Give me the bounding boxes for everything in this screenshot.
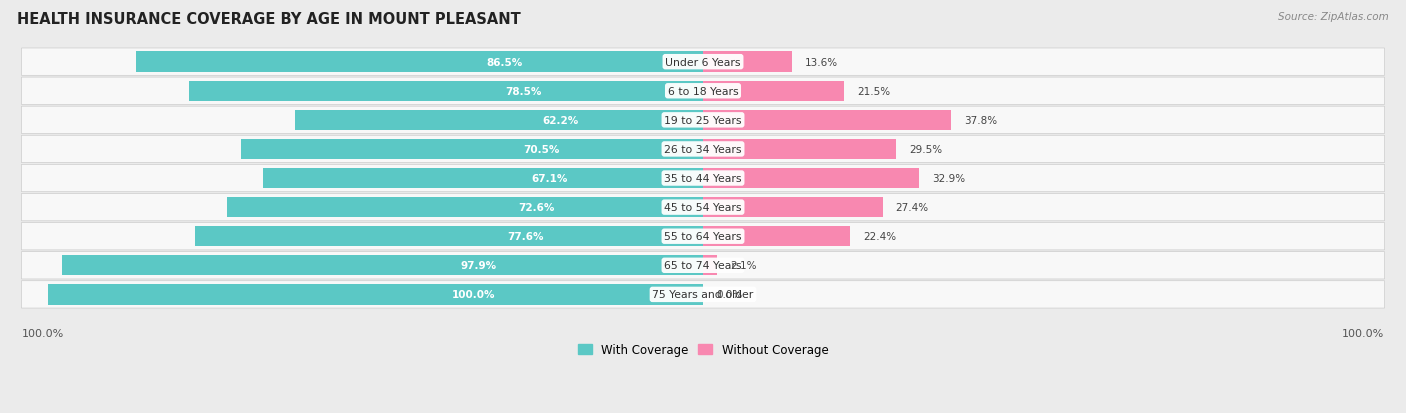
Text: 72.6%: 72.6%	[519, 203, 555, 213]
Text: Source: ZipAtlas.com: Source: ZipAtlas.com	[1278, 12, 1389, 22]
Bar	[194, 226, 703, 247]
Text: HEALTH INSURANCE COVERAGE BY AGE IN MOUNT PLEASANT: HEALTH INSURANCE COVERAGE BY AGE IN MOUN…	[17, 12, 520, 27]
Bar	[703, 140, 896, 160]
Text: 32.9%: 32.9%	[932, 173, 965, 184]
Text: 35 to 44 Years: 35 to 44 Years	[664, 173, 742, 184]
Text: 13.6%: 13.6%	[806, 57, 838, 67]
Text: 100.0%: 100.0%	[21, 328, 63, 338]
Bar	[703, 197, 883, 218]
Bar	[188, 81, 703, 102]
FancyBboxPatch shape	[21, 165, 1385, 192]
Text: Under 6 Years: Under 6 Years	[665, 57, 741, 67]
Text: 22.4%: 22.4%	[863, 232, 896, 242]
Text: 70.5%: 70.5%	[523, 145, 560, 154]
Text: 55 to 64 Years: 55 to 64 Years	[664, 232, 742, 242]
Text: 75 Years and older: 75 Years and older	[652, 290, 754, 300]
Bar	[48, 285, 703, 305]
Bar	[295, 110, 703, 131]
Bar	[703, 81, 844, 102]
Text: 100.0%: 100.0%	[451, 290, 495, 300]
Text: 2.1%: 2.1%	[730, 261, 756, 271]
FancyBboxPatch shape	[21, 49, 1385, 76]
FancyBboxPatch shape	[21, 194, 1385, 221]
Text: 65 to 74 Years: 65 to 74 Years	[664, 261, 742, 271]
Bar	[228, 197, 703, 218]
Text: 37.8%: 37.8%	[963, 116, 997, 126]
FancyBboxPatch shape	[21, 107, 1385, 134]
Text: 45 to 54 Years: 45 to 54 Years	[664, 203, 742, 213]
Bar	[263, 169, 703, 189]
Bar	[703, 110, 950, 131]
Bar	[703, 169, 918, 189]
Bar	[703, 256, 717, 276]
Text: 27.4%: 27.4%	[896, 203, 929, 213]
Text: 0.0%: 0.0%	[716, 290, 742, 300]
FancyBboxPatch shape	[21, 223, 1385, 250]
Bar	[62, 256, 703, 276]
Text: 62.2%: 62.2%	[543, 116, 578, 126]
FancyBboxPatch shape	[21, 252, 1385, 279]
Text: 100.0%: 100.0%	[1343, 328, 1385, 338]
FancyBboxPatch shape	[21, 136, 1385, 163]
Text: 29.5%: 29.5%	[910, 145, 942, 154]
Bar	[136, 52, 703, 73]
Text: 67.1%: 67.1%	[531, 173, 567, 184]
Text: 6 to 18 Years: 6 to 18 Years	[668, 87, 738, 97]
Bar	[703, 52, 792, 73]
Text: 78.5%: 78.5%	[505, 87, 541, 97]
Text: 19 to 25 Years: 19 to 25 Years	[664, 116, 742, 126]
Text: 77.6%: 77.6%	[506, 232, 543, 242]
FancyBboxPatch shape	[21, 281, 1385, 309]
FancyBboxPatch shape	[21, 78, 1385, 105]
Text: 97.9%: 97.9%	[460, 261, 496, 271]
Bar	[240, 140, 703, 160]
Bar	[703, 226, 849, 247]
Legend: With Coverage, Without Coverage: With Coverage, Without Coverage	[572, 338, 834, 361]
Text: 86.5%: 86.5%	[486, 57, 523, 67]
Text: 26 to 34 Years: 26 to 34 Years	[664, 145, 742, 154]
Text: 21.5%: 21.5%	[858, 87, 890, 97]
